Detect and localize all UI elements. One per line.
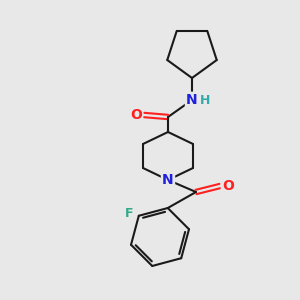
Text: N: N <box>162 173 174 187</box>
Text: H: H <box>200 94 210 106</box>
Text: F: F <box>124 207 133 220</box>
Text: N: N <box>186 93 198 107</box>
Text: O: O <box>130 108 142 122</box>
Text: O: O <box>222 179 234 193</box>
